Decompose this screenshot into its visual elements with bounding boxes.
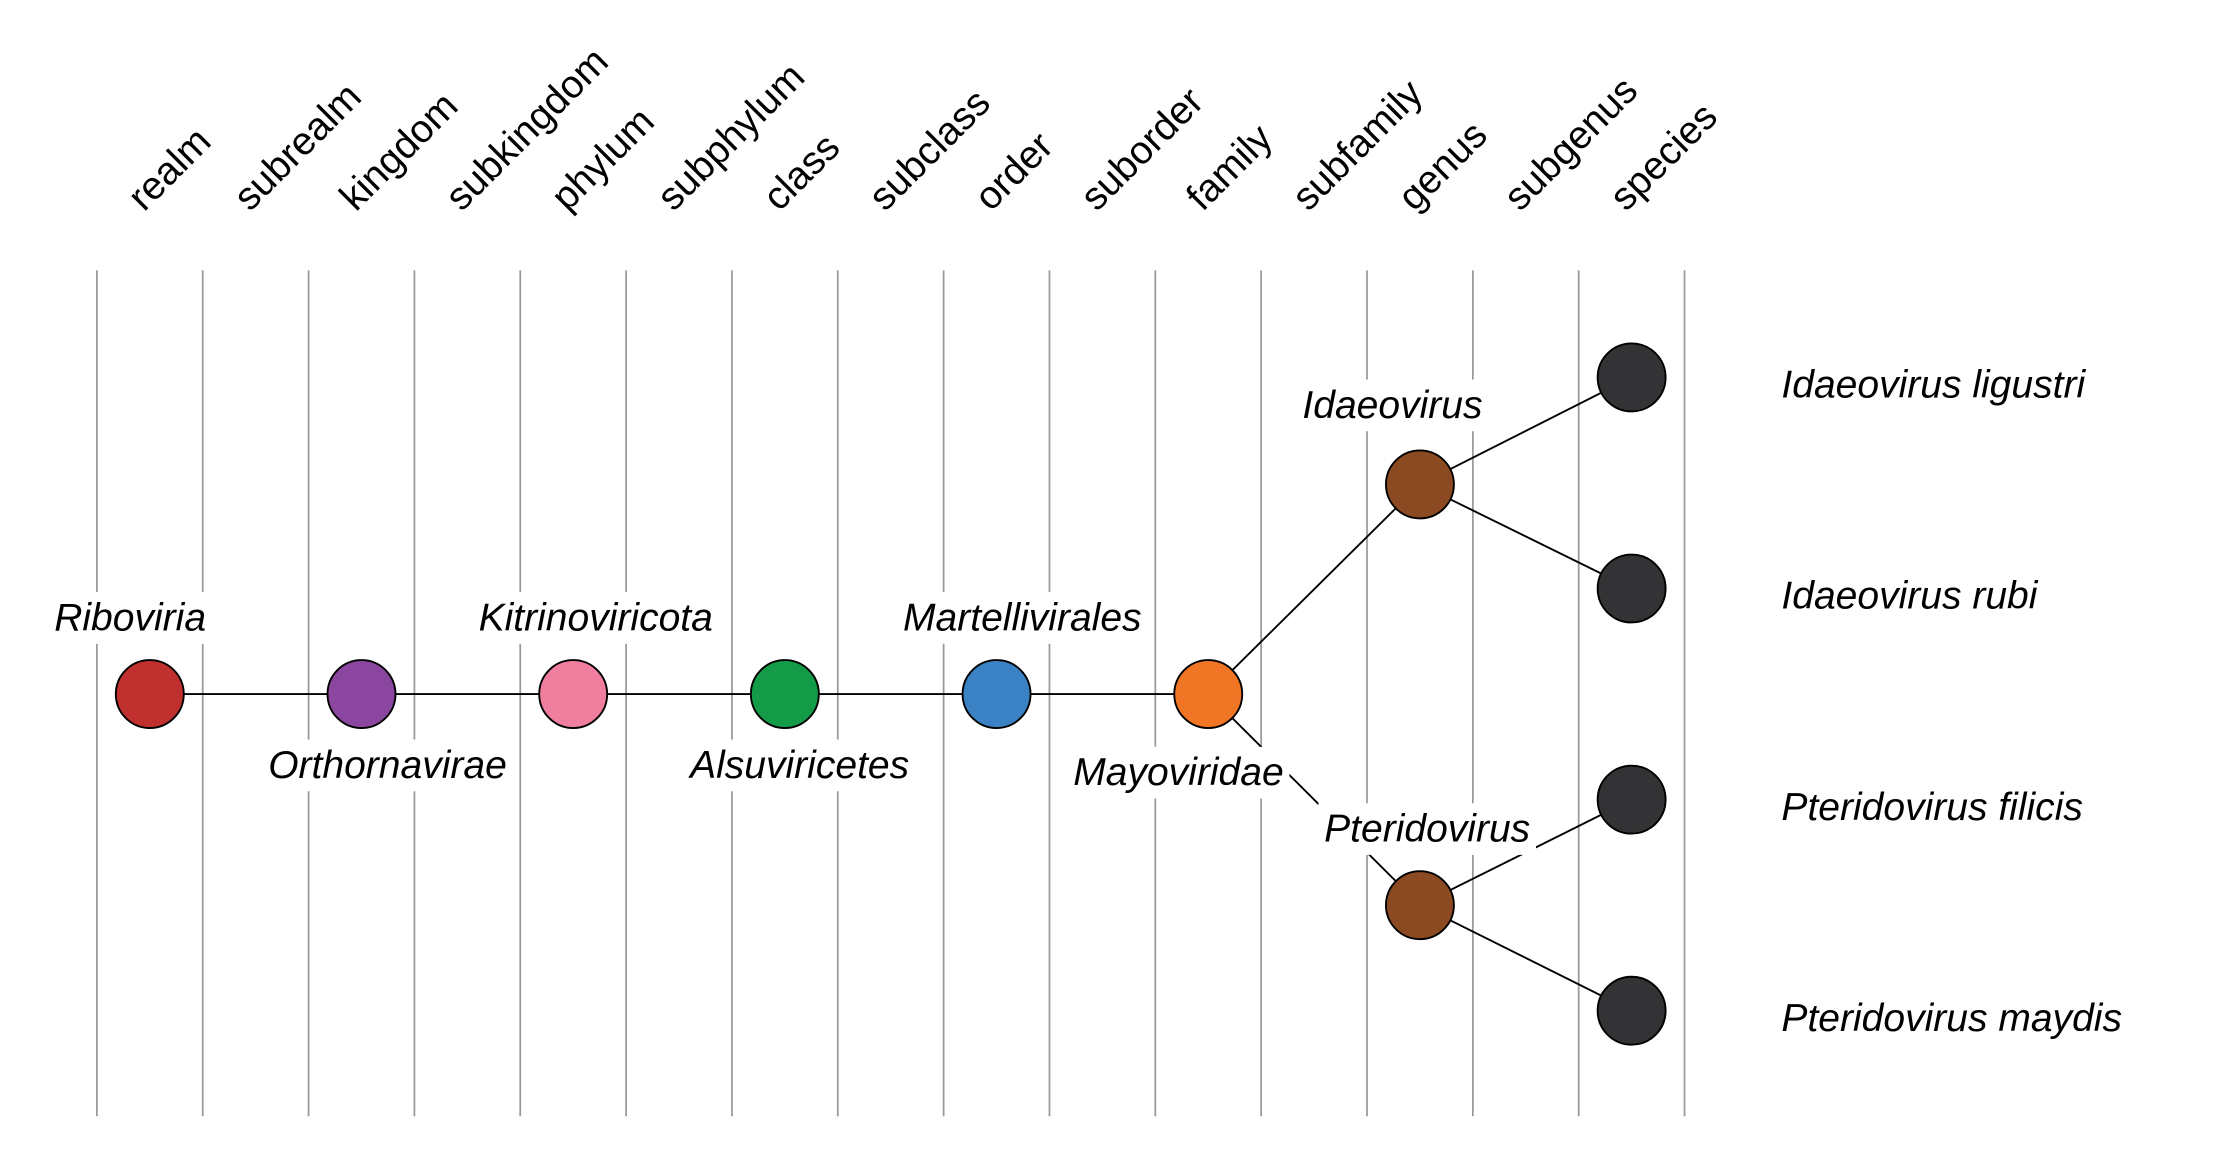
- rank-header: class: [755, 126, 848, 219]
- taxon-node: [1596, 553, 1667, 624]
- taxon-node: [326, 659, 397, 729]
- rank-header: order: [967, 124, 1062, 219]
- taxon-node: [961, 659, 1032, 729]
- taxon-node: [538, 659, 609, 729]
- taxon-node: [1385, 870, 1455, 941]
- taxon-node: [749, 659, 820, 729]
- taxon-node: [1596, 975, 1667, 1046]
- taxon-label: Pteridovirus maydis: [1781, 997, 2122, 1040]
- rank-headers: realm subrealmkingdomsubkingdomphylumsubp…: [120, 40, 1726, 219]
- label-background: [48, 592, 212, 644]
- taxon-label: Orthornavirae: [268, 744, 507, 787]
- taxon-label: Idaeovirus ligustri: [1781, 364, 2086, 407]
- label-background: [682, 739, 915, 792]
- rank-header: genus: [1390, 113, 1496, 219]
- taxon-node: [1173, 659, 1244, 729]
- taxon-label: Martellivirales: [903, 596, 1142, 639]
- label-background: [1296, 379, 1489, 432]
- taxon-label: Kitrinoviricota: [479, 596, 713, 639]
- taxon-label: Pteridovirus: [1324, 808, 1530, 851]
- taxon-label: Riboviria: [54, 596, 206, 639]
- rank-header: realm: [120, 120, 219, 219]
- rank-header: family: [1178, 116, 1281, 219]
- label-background: [1067, 746, 1290, 799]
- label-background: [472, 592, 719, 644]
- edge: [1207, 693, 1421, 906]
- taxon-label: Idaeovirus: [1302, 384, 1482, 427]
- taxon-node: [1596, 342, 1667, 413]
- taxon-label: Pteridovirus filicis: [1781, 786, 2082, 829]
- label-background: [1318, 803, 1536, 855]
- label-background: [897, 592, 1148, 644]
- edge: [1419, 483, 1633, 590]
- label-background: [262, 739, 513, 792]
- taxon-label: Alsuviricetes: [688, 744, 909, 787]
- taxon-node: [1385, 449, 1455, 520]
- edge: [1419, 904, 1633, 1012]
- edge: [1207, 483, 1421, 695]
- edges: [149, 376, 1633, 1012]
- taxon-label: Mayoviridae: [1073, 751, 1283, 794]
- edge: [1419, 376, 1633, 486]
- taxon-label: Idaeovirus rubi: [1781, 575, 2038, 618]
- taxon-node: [114, 659, 185, 729]
- taxon-node: [1596, 764, 1667, 835]
- labels: Riboviria Orthornavirae Kitrinoviricota Als…: [48, 364, 2122, 1040]
- nodes: [114, 342, 1667, 1046]
